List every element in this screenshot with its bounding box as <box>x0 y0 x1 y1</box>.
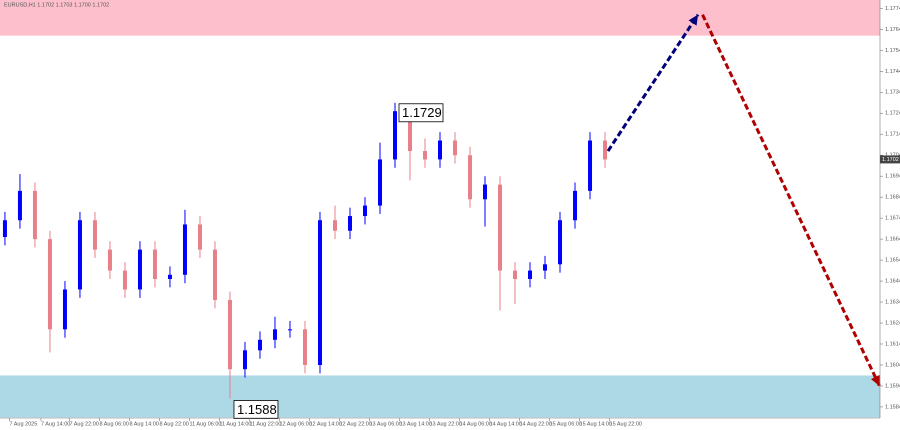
candle-body <box>438 140 442 160</box>
candle-body <box>392 111 397 160</box>
x-tick-label: 12 Aug 22:00 <box>339 421 371 427</box>
candle-body <box>468 155 473 200</box>
y-tick-label: 1.1654 <box>885 258 900 264</box>
y-tick-label: 1.1604 <box>885 362 900 368</box>
candle-body <box>62 289 67 330</box>
x-tick-label: 11 Aug 14:00 <box>219 421 251 427</box>
y-tick-label: 1.1644 <box>885 279 900 285</box>
candle-body <box>257 339 262 351</box>
annotation-box <box>233 400 279 419</box>
x-tick-label: 13 Aug 14:00 <box>399 421 431 427</box>
y-tick-label: 1.1754 <box>885 48 900 54</box>
y-tick-label: 1.1624 <box>885 320 900 326</box>
y-tick-label: 1.1714 <box>885 132 900 138</box>
candle-body <box>167 274 172 279</box>
price-tag-label: 1.1702 <box>882 157 899 163</box>
candle-body <box>483 184 488 200</box>
x-tick-label: 14 Aug 14:00 <box>490 421 522 427</box>
x-tick-label: 11 Aug 06:00 <box>189 421 221 427</box>
x-tick-label: 15 Aug 14:00 <box>580 421 612 427</box>
chart-title: EURUSD,H1 1.1702 1.1703 1.1700 1.1702 <box>4 2 109 8</box>
x-tick-label: 15 Aug 06:00 <box>550 421 582 427</box>
candle-body <box>498 184 503 271</box>
y-tick-label: 1.1614 <box>885 341 900 347</box>
candle-body <box>588 140 593 191</box>
x-tick-label: 14 Aug 06:00 <box>460 421 492 427</box>
zones <box>0 0 880 418</box>
candle-body <box>332 220 337 231</box>
annotation: 1.1588 <box>237 402 277 417</box>
candle-body <box>453 140 458 156</box>
y-tick-label: 1.1684 <box>885 195 900 201</box>
candle-body <box>197 224 202 250</box>
price-tag <box>880 155 900 164</box>
arrow-head <box>688 14 699 26</box>
x-tick-label: 15 Aug 22:00 <box>610 421 642 427</box>
y-tick-label: 1.1724 <box>885 111 900 117</box>
x-tick-label: 8 Aug 06:00 <box>99 421 128 427</box>
candle-body <box>528 270 533 279</box>
arrow-head <box>870 374 880 386</box>
y-tick-label: 1.1594 <box>885 383 900 389</box>
y-tick-label: 1.1744 <box>885 69 900 75</box>
candle-body <box>212 249 217 300</box>
annotation: 1.1729 <box>402 105 442 120</box>
candle-body <box>107 249 112 271</box>
y-tick-label: 1.1674 <box>885 216 900 222</box>
candle-body <box>573 190 578 221</box>
y-tick-label: 1.1584 <box>885 404 900 410</box>
plot: 1.1729 1.1588 <box>2 13 881 419</box>
candle-body <box>422 151 427 160</box>
y-tick-label: 1.1694 <box>885 174 900 180</box>
candle-body <box>242 350 247 370</box>
y-tick-label: 1.1774 <box>885 6 900 12</box>
x-tick-label: 12 Aug 14:00 <box>309 421 341 427</box>
candle-body <box>317 220 322 365</box>
candle-body <box>137 249 142 290</box>
candle-body <box>558 220 563 265</box>
y-tick-label: 1.1764 <box>885 27 900 33</box>
x-tick-label: 13 Aug 06:00 <box>369 421 401 427</box>
candle-body <box>47 239 52 330</box>
x-tick-label: 14 Aug 22:00 <box>520 421 552 427</box>
candle-body <box>347 216 352 231</box>
x-tick-label: 12 Aug 06:00 <box>279 421 311 427</box>
forecast-arrow <box>701 14 881 387</box>
candle-body <box>122 270 127 290</box>
y-tick-label: 1.1734 <box>885 90 900 96</box>
candle-body <box>362 205 367 217</box>
forecast-arrow <box>606 13 700 152</box>
zone <box>0 375 880 418</box>
x-tick-label: 7 Aug 2025 <box>9 421 37 427</box>
candle-body <box>407 111 412 152</box>
candle-body <box>32 190 37 240</box>
candle-body <box>272 329 277 340</box>
x-tick-label: 11 Aug 22:00 <box>249 421 281 427</box>
candle-body <box>377 159 382 206</box>
candle-body <box>513 270 518 279</box>
candle-body <box>302 329 307 365</box>
candle-body <box>77 220 82 290</box>
x-tick-label: 8 Aug 14:00 <box>129 421 158 427</box>
x-tick-label: 7 Aug 14:00 <box>41 421 70 427</box>
candle-body <box>227 299 232 370</box>
annotation-box <box>398 103 444 123</box>
y-tick-label: 1.1634 <box>885 300 900 306</box>
x-tick-label: 7 Aug 22:00 <box>69 421 98 427</box>
candle-body <box>603 140 608 160</box>
candle-body <box>152 249 157 279</box>
x-tick-label: 13 Aug 22:00 <box>429 421 461 427</box>
candle-body <box>92 220 97 250</box>
candle-body <box>17 190 22 221</box>
zone <box>0 0 880 36</box>
candle-body <box>543 264 548 271</box>
candle-body <box>182 224 187 275</box>
candle-body <box>2 220 7 238</box>
y-tick-label: 1.1664 <box>885 237 900 243</box>
candle-body <box>287 329 292 331</box>
x-tick-label: 8 Aug 22:00 <box>159 421 188 427</box>
